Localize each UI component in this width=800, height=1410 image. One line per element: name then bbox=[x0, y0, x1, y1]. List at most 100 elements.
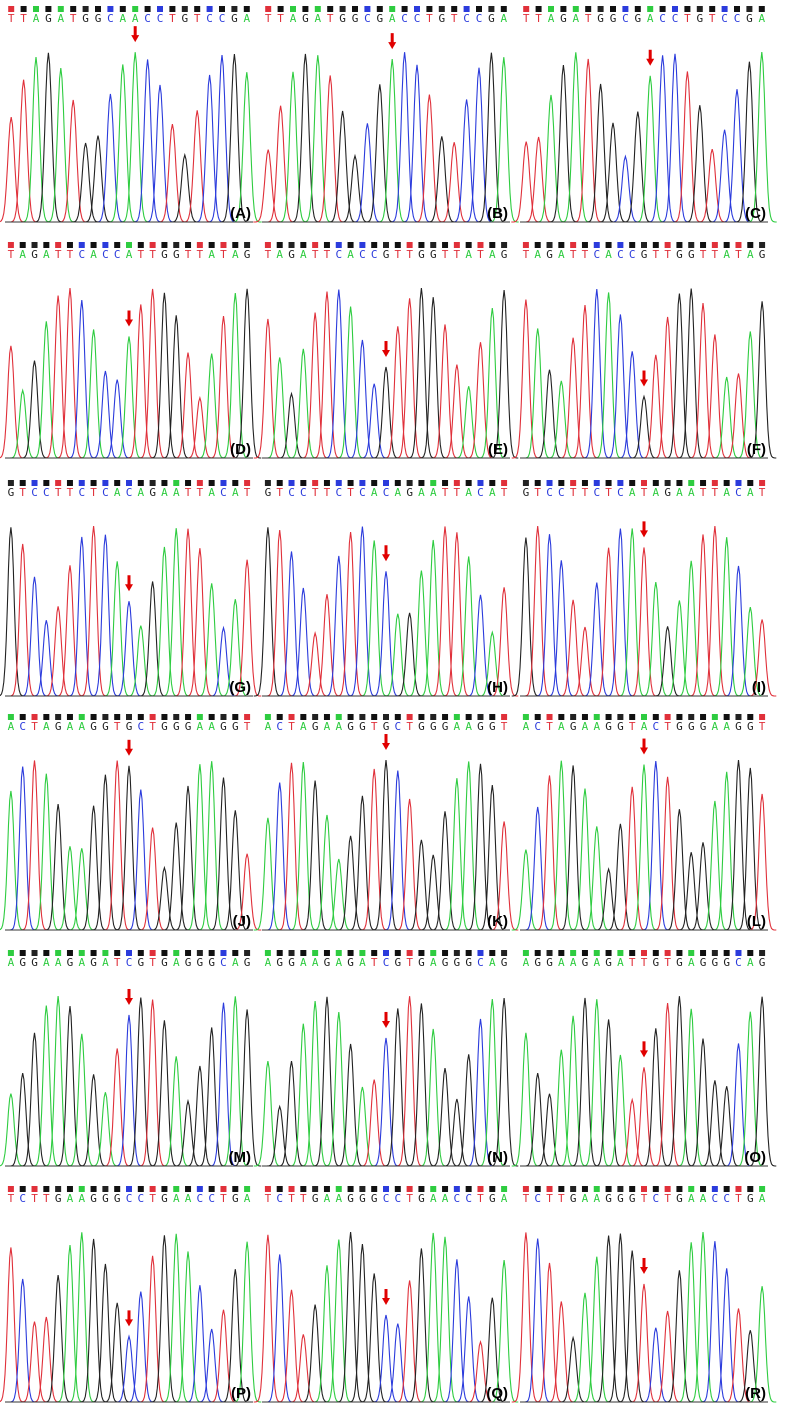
base-square bbox=[161, 714, 168, 720]
trace-peak bbox=[79, 1074, 108, 1167]
trace-peak bbox=[489, 587, 519, 697]
base-square bbox=[347, 714, 354, 720]
trace-peak bbox=[265, 1104, 294, 1167]
trace-peak bbox=[277, 762, 306, 931]
trace-peak bbox=[324, 555, 353, 697]
trace-peak bbox=[150, 1235, 179, 1403]
trace-peak bbox=[478, 630, 507, 697]
base-square bbox=[489, 714, 496, 720]
trace-peak bbox=[547, 760, 576, 931]
base-square bbox=[605, 950, 612, 956]
arrow-head bbox=[131, 35, 140, 43]
base-square bbox=[43, 242, 50, 248]
trace-peak bbox=[360, 768, 389, 931]
trace-peak bbox=[442, 778, 471, 931]
trace-peak bbox=[114, 336, 144, 459]
panel-label: (N) bbox=[487, 1149, 508, 1166]
trace-peak bbox=[221, 1269, 250, 1403]
base-square bbox=[477, 714, 484, 720]
base-square bbox=[137, 242, 144, 248]
trace-peak bbox=[348, 339, 377, 459]
base-square bbox=[430, 714, 437, 720]
trace-peak bbox=[712, 771, 741, 931]
base-square bbox=[107, 6, 114, 12]
trace-peak bbox=[407, 1003, 436, 1167]
base-square bbox=[394, 1186, 401, 1192]
base-square bbox=[735, 480, 742, 486]
trace-peak bbox=[126, 625, 155, 697]
trace-peak bbox=[594, 1019, 623, 1167]
base-square bbox=[335, 480, 342, 486]
base-square bbox=[581, 950, 588, 956]
trace-peak bbox=[360, 1079, 389, 1167]
base-square bbox=[488, 6, 495, 12]
trace-peak bbox=[747, 301, 777, 459]
base-square bbox=[700, 950, 707, 956]
panel-label: (J) bbox=[233, 913, 251, 930]
base-square bbox=[90, 714, 97, 720]
base-square bbox=[558, 714, 565, 720]
base-square bbox=[102, 480, 109, 486]
base-square bbox=[418, 1186, 425, 1192]
trace-peak bbox=[653, 776, 682, 931]
trace-peak bbox=[582, 1256, 611, 1403]
trace-peak bbox=[301, 312, 330, 459]
arrow-head bbox=[382, 1298, 390, 1306]
trace-peak bbox=[126, 789, 155, 931]
base-square bbox=[196, 950, 203, 956]
trace-peak bbox=[8, 766, 37, 931]
base-square bbox=[137, 714, 144, 720]
base-square bbox=[629, 950, 636, 956]
arrow-head bbox=[640, 379, 648, 387]
base-square bbox=[711, 714, 718, 720]
base-square bbox=[114, 950, 121, 956]
base-square bbox=[55, 1186, 62, 1192]
base-square bbox=[323, 950, 330, 956]
base-square bbox=[581, 714, 588, 720]
arrow-head bbox=[640, 530, 648, 538]
base-square bbox=[641, 1186, 647, 1192]
trace-peak bbox=[523, 526, 552, 697]
trace-peak bbox=[70, 142, 101, 223]
trace-peak bbox=[0, 527, 26, 697]
base-square bbox=[312, 1186, 319, 1192]
base-square bbox=[453, 480, 460, 486]
base-square bbox=[383, 242, 389, 248]
trace-peak bbox=[8, 388, 37, 459]
base-square bbox=[347, 242, 354, 248]
base-square bbox=[244, 714, 251, 720]
trace-peak bbox=[265, 105, 296, 223]
trace-peak bbox=[430, 1068, 460, 1167]
base-square bbox=[489, 480, 496, 486]
trace-peak bbox=[594, 867, 623, 931]
trace-peak bbox=[466, 1018, 495, 1167]
trace-peak bbox=[209, 316, 238, 459]
base-square bbox=[19, 714, 26, 720]
trace-peak bbox=[79, 805, 108, 931]
trace-peak bbox=[327, 110, 358, 223]
base-square bbox=[371, 242, 378, 248]
trace-peak bbox=[478, 785, 507, 931]
base-square bbox=[465, 714, 472, 720]
base-square bbox=[347, 950, 354, 956]
base-square bbox=[696, 6, 703, 12]
trace-peak bbox=[371, 759, 401, 931]
panel-label: (K) bbox=[487, 913, 508, 930]
trace-peak bbox=[132, 59, 163, 223]
trace-peak bbox=[221, 293, 250, 459]
trace-peak bbox=[489, 1260, 519, 1403]
trace-peak bbox=[407, 839, 436, 931]
trace-peak bbox=[653, 1310, 682, 1403]
trace-peak bbox=[20, 760, 49, 931]
base-square bbox=[137, 950, 144, 956]
trace-peak bbox=[278, 71, 308, 223]
panel-label: (P) bbox=[231, 1385, 251, 1402]
base-square bbox=[426, 6, 433, 12]
base-square bbox=[173, 1186, 180, 1192]
trace-peak bbox=[301, 631, 330, 697]
base-square bbox=[335, 950, 342, 956]
trace-peak bbox=[535, 369, 564, 459]
base-square bbox=[593, 1186, 600, 1192]
